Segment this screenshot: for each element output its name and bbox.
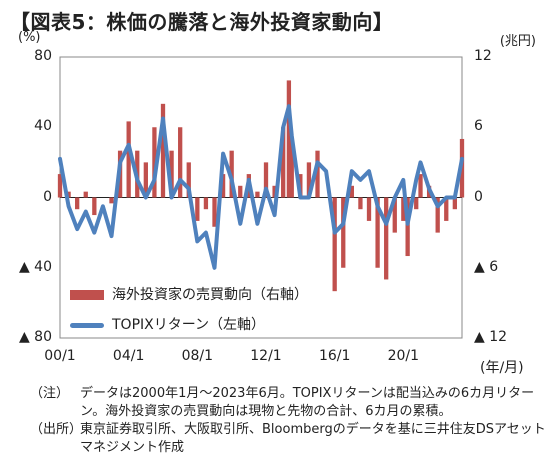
bar-mark [203, 197, 209, 210]
x-tick-label: 20/1 [387, 348, 420, 364]
bar-mark [281, 127, 286, 198]
bar-mark [306, 162, 312, 198]
bar-mark [263, 162, 269, 198]
bar-mark [286, 80, 292, 198]
bar-mark [75, 197, 80, 210]
bar-mark [109, 197, 114, 204]
bar-mark [57, 174, 63, 198]
x-axis-unit: (年/月) [480, 360, 524, 376]
legend-swatch-line [70, 322, 104, 328]
bar-mark [178, 127, 183, 198]
x-tick-label: 12/1 [250, 348, 282, 364]
bar-mark [272, 185, 277, 198]
x-tick-label: 08/1 [181, 348, 214, 364]
bar-mark [238, 185, 243, 198]
bar-mark [392, 197, 397, 233]
bar-mark [195, 197, 200, 221]
bar-mark [126, 121, 131, 198]
x-tick-label: 04/1 [112, 348, 145, 364]
bar-mark [212, 197, 217, 227]
source-row: （出所） 東京証券取引所、大阪取引所、Bloombergのデータを基に三井住友D… [30, 421, 546, 457]
right-tick-label: ▲ 12 [474, 329, 508, 345]
bar-mark [384, 197, 389, 280]
legend: 海外投資家の売買動向（右軸） TOPIXリターン（左軸） [70, 280, 308, 340]
bar-mark [289, 138, 294, 198]
left-tick-label: ▲ 80 [18, 329, 52, 345]
bar-mark [83, 191, 88, 198]
bar-mark [444, 197, 449, 221]
bar-mark [169, 150, 174, 198]
left-tick-label: ▲ 40 [18, 258, 52, 275]
bar-mark [435, 197, 440, 233]
chart-title: 【図表5：株価の騰落と海外投資家動向】 [10, 10, 394, 34]
right-tick-label: 0 [474, 188, 483, 205]
bar-mark [452, 197, 457, 210]
right-axis-unit: (兆円) [499, 34, 536, 49]
source-text: 東京証券取引所、大阪取引所、Bloombergのデータを基に三井住友DSアセット… [80, 422, 546, 455]
bar-mark [152, 127, 157, 198]
bar-mark [160, 103, 166, 198]
bar-mark [220, 174, 226, 198]
notes: （注） データは2000年1月～2023年6月。TOPIXリターンは配当込みの6… [30, 385, 546, 457]
left-axis-unit: (%) [18, 30, 41, 45]
source-head: （出所） [30, 422, 83, 437]
legend-item-bar: 海外投資家の売買動向（右軸） [70, 280, 308, 310]
bar-mark [375, 197, 380, 268]
note-row: （注） データは2000年1月～2023年6月。TOPIXリターンは配当込みの6… [30, 385, 546, 421]
bar-mark [66, 191, 71, 198]
legend-swatch-bar [70, 290, 104, 300]
x-tick-label: 00/1 [44, 348, 76, 364]
legend-label-bar: 海外投資家の売買動向（右軸） [112, 287, 308, 303]
x-tick-label: 16/1 [318, 348, 351, 364]
bar-mark [405, 197, 410, 257]
legend-label-line: TOPIXリターン（左軸） [112, 317, 266, 333]
left-tick-label: 0 [43, 188, 52, 205]
bar-mark [92, 197, 97, 216]
bar-mark [186, 162, 191, 198]
bar-mark [341, 197, 346, 268]
left-tick-label: 40 [34, 118, 52, 135]
bar-mark [315, 150, 320, 198]
left-tick-label: 80 [34, 48, 52, 64]
bar-mark [255, 191, 260, 198]
bar-mark [358, 197, 363, 210]
right-tick-label: 12 [474, 48, 492, 64]
note-head: （注） [30, 386, 70, 401]
topix-line [58, 104, 464, 270]
bar-mark [366, 197, 372, 221]
legend-item-line: TOPIXリターン（左軸） [70, 310, 308, 340]
right-tick-label: ▲ 6 [474, 258, 499, 275]
bar-mark [401, 197, 406, 221]
bar-mark [332, 197, 337, 292]
note-text: データは2000年1月～2023年6月。TOPIXリターンは配当込みの6カ月リタ… [80, 386, 535, 419]
bar-mark [414, 197, 419, 210]
bar-mark [418, 174, 423, 198]
bar-mark [349, 185, 354, 198]
bar-mark [143, 162, 148, 198]
right-tick-label: 6 [474, 118, 483, 135]
